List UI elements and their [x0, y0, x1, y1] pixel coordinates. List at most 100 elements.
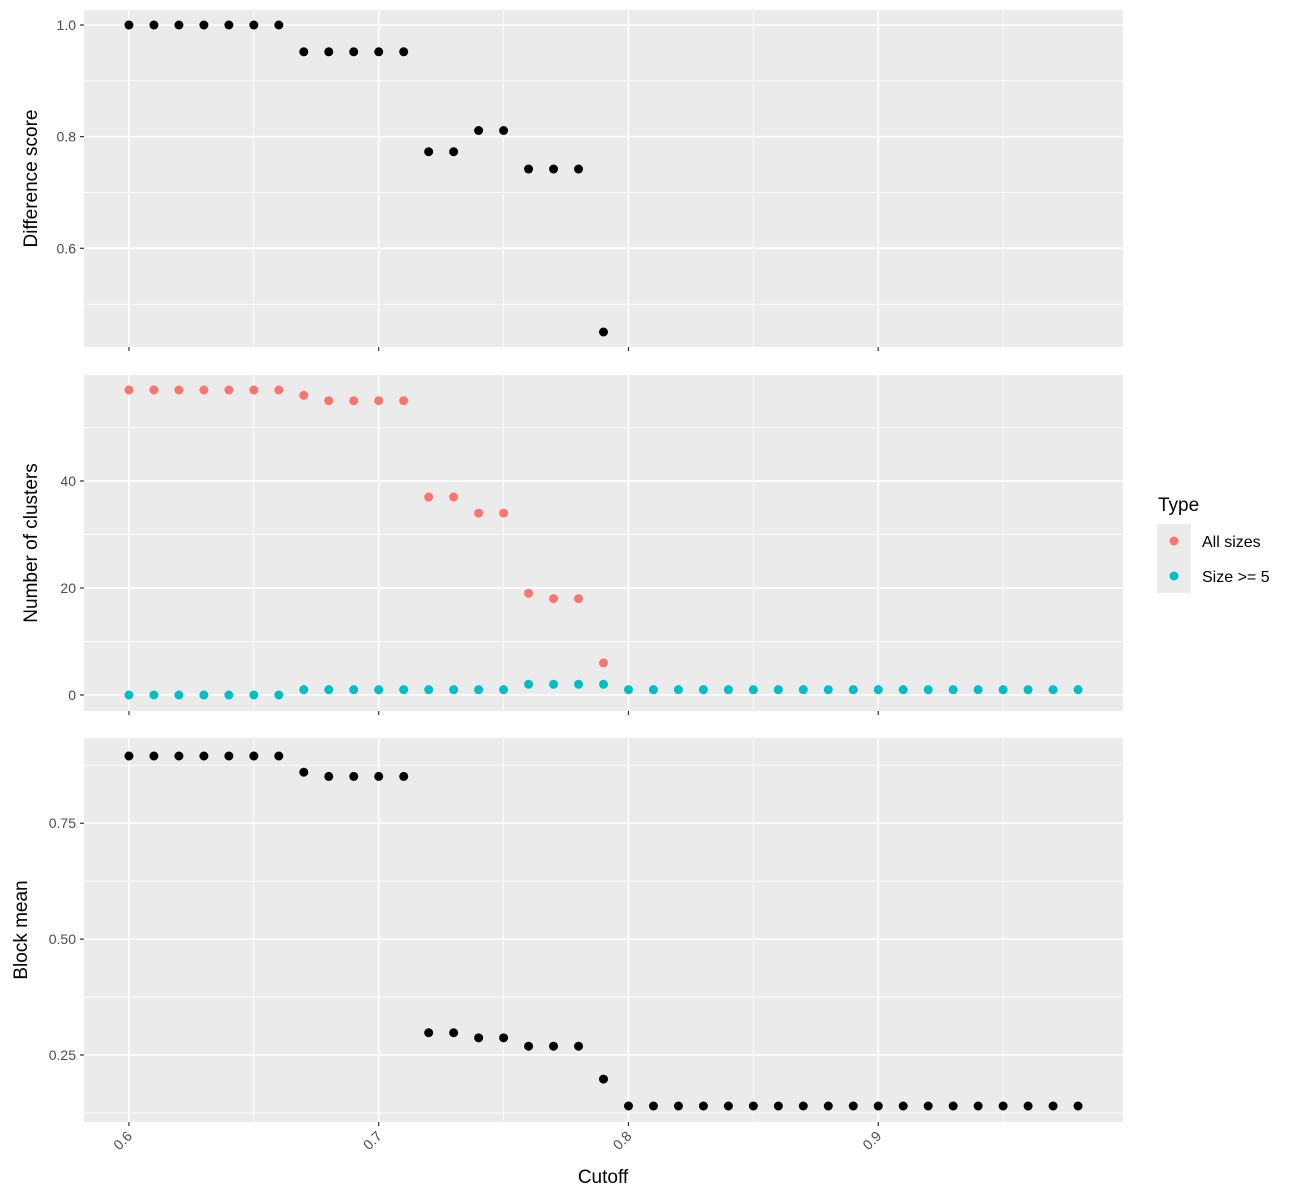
- data-point: [299, 390, 309, 400]
- data-point: [199, 385, 209, 395]
- data-point: [524, 679, 534, 689]
- data-point: [474, 125, 484, 135]
- data-point: [174, 20, 184, 30]
- data-point: [499, 125, 509, 135]
- data-point: [848, 1101, 858, 1111]
- y-tick-label: 0.75: [49, 815, 76, 831]
- data-point: [199, 690, 209, 700]
- data-point: [973, 1101, 983, 1111]
- data-point: [299, 767, 309, 777]
- data-point: [424, 147, 434, 157]
- data-point: [499, 685, 509, 695]
- data-point: [474, 1033, 484, 1043]
- data-point: [673, 685, 683, 695]
- data-point: [474, 685, 484, 695]
- data-point: [1073, 1101, 1083, 1111]
- data-point: [798, 1101, 808, 1111]
- data-point: [424, 685, 434, 695]
- series-2: [124, 679, 1083, 700]
- data-point: [623, 1101, 633, 1111]
- data-point: [549, 1041, 559, 1051]
- data-point: [124, 690, 134, 700]
- data-point: [374, 685, 384, 695]
- data-point: [648, 685, 658, 695]
- data-point: [1023, 685, 1033, 695]
- series-1: [124, 385, 608, 668]
- data-point: [524, 588, 534, 598]
- data-point: [1073, 685, 1083, 695]
- y-tick-label: 0: [68, 687, 76, 703]
- data-point: [249, 690, 259, 700]
- data-point: [224, 751, 234, 761]
- data-point: [574, 1041, 584, 1051]
- x-axis-title: Cutoff: [578, 1167, 629, 1188]
- data-point: [948, 685, 958, 695]
- data-point: [873, 1101, 883, 1111]
- data-point: [723, 685, 733, 695]
- data-point: [199, 20, 209, 30]
- data-point: [748, 1101, 758, 1111]
- data-point: [174, 385, 184, 395]
- data-point: [773, 1101, 783, 1111]
- data-point: [399, 771, 409, 781]
- panel-3: 0.25 0.50 0.75 Block mean: [11, 738, 1123, 1126]
- data-point: [599, 1074, 608, 1084]
- y-tick-label: 0.8: [57, 129, 77, 145]
- panel-1: 0.6 0.8 1.0 Difference score: [21, 10, 1123, 351]
- data-point: [499, 508, 509, 518]
- data-point: [124, 385, 134, 395]
- data-point: [124, 20, 134, 30]
- data-point: [149, 751, 159, 761]
- data-point: [599, 658, 608, 668]
- data-point: [499, 1033, 509, 1043]
- y-tick-label: 0.25: [49, 1047, 76, 1063]
- panel-background: [84, 10, 1123, 347]
- legend-label-size-5: Size >= 5: [1202, 569, 1270, 586]
- data-point: [324, 685, 334, 695]
- data-point: [848, 685, 858, 695]
- data-point: [574, 679, 584, 689]
- data-point: [249, 20, 259, 30]
- legend: Type All sizes Size >= 5: [1157, 495, 1270, 593]
- data-point: [274, 690, 284, 700]
- data-point: [174, 690, 184, 700]
- data-point: [174, 751, 184, 761]
- data-point: [224, 20, 234, 30]
- data-point: [224, 690, 234, 700]
- panel-background: [84, 738, 1123, 1122]
- y-tick-label: 1.0: [57, 17, 77, 33]
- data-point: [599, 327, 608, 337]
- data-point: [574, 164, 584, 174]
- y-axis-title: Number of clusters: [21, 463, 42, 622]
- data-point: [798, 685, 808, 695]
- data-point: [898, 685, 908, 695]
- data-point: [324, 396, 334, 406]
- data-point: [399, 396, 409, 406]
- data-point: [449, 147, 459, 157]
- data-point: [524, 164, 534, 174]
- data-point: [324, 47, 334, 57]
- series-1: [124, 20, 608, 337]
- data-point: [748, 685, 758, 695]
- y-axis-title: Difference score: [21, 110, 42, 248]
- y-tick-label: 40: [60, 473, 76, 489]
- data-point: [549, 679, 559, 689]
- data-point: [623, 685, 633, 695]
- data-point: [574, 594, 584, 604]
- data-point: [199, 751, 209, 761]
- data-point: [873, 685, 883, 695]
- data-point: [374, 396, 384, 406]
- data-point: [374, 771, 384, 781]
- data-point: [149, 385, 159, 395]
- series-1: [124, 751, 1083, 1111]
- data-point: [648, 1101, 658, 1111]
- data-point: [449, 1028, 459, 1038]
- data-point: [524, 1041, 534, 1051]
- legend-label-all-sizes: All sizes: [1202, 534, 1261, 551]
- data-point: [349, 771, 359, 781]
- data-point: [1023, 1101, 1033, 1111]
- data-point: [299, 685, 309, 695]
- data-point: [149, 690, 159, 700]
- data-point: [424, 1028, 434, 1038]
